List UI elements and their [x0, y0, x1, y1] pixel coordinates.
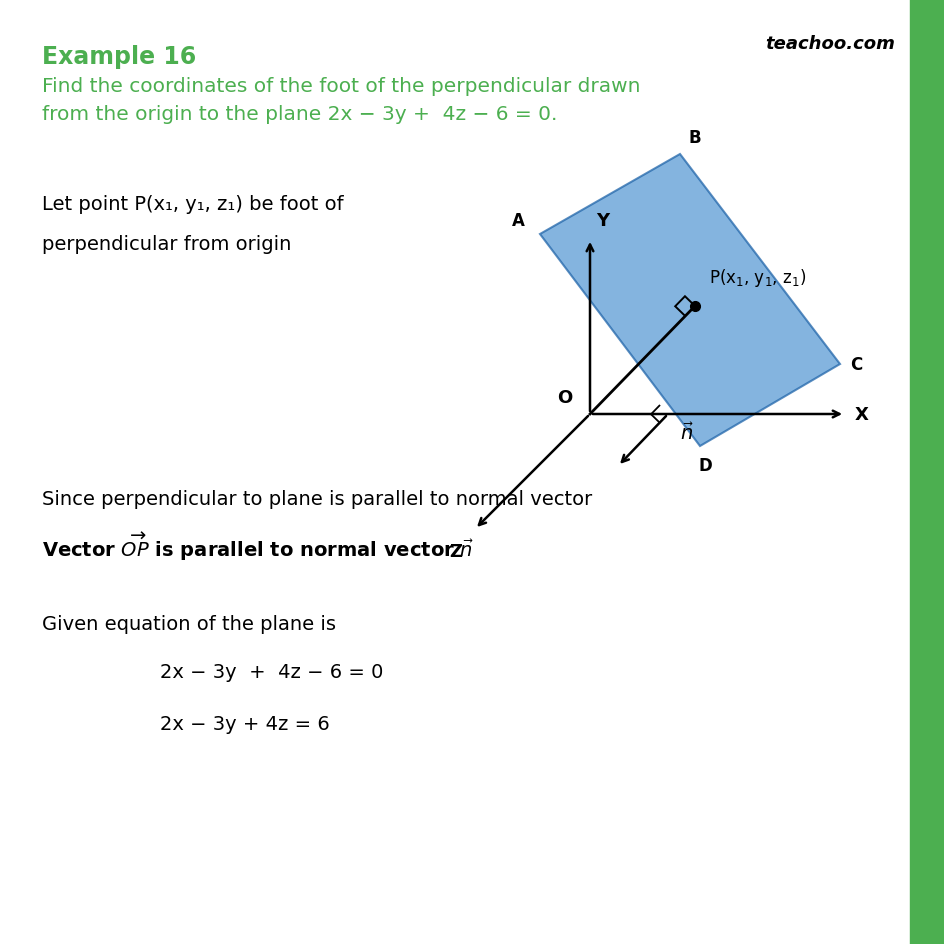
- Bar: [909, 0, 944, 944]
- Text: Find the coordinates of the foot of the perpendicular drawn: Find the coordinates of the foot of the …: [42, 76, 640, 96]
- Text: perpendicular from origin: perpendicular from origin: [42, 235, 291, 254]
- Text: Z: Z: [448, 543, 462, 561]
- Text: A: A: [512, 211, 525, 229]
- Text: Given equation of the plane is: Given equation of the plane is: [42, 615, 336, 633]
- Text: P(x$_1$, y$_1$, z$_1$): P(x$_1$, y$_1$, z$_1$): [708, 267, 805, 289]
- Text: from the origin to the plane 2x − 3y +  4z − 6 = 0.: from the origin to the plane 2x − 3y + 4…: [42, 105, 557, 124]
- Text: D: D: [698, 457, 711, 475]
- Text: C: C: [849, 356, 861, 374]
- Text: Since perpendicular to plane is parallel to normal vector: Since perpendicular to plane is parallel…: [42, 490, 592, 509]
- Text: 2x − 3y + 4z = 6: 2x − 3y + 4z = 6: [160, 715, 329, 733]
- Text: teachoo.com: teachoo.com: [765, 35, 894, 53]
- Text: 2x − 3y  +  4z − 6 = 0: 2x − 3y + 4z − 6 = 0: [160, 663, 383, 682]
- Text: X: X: [854, 406, 868, 424]
- Polygon shape: [539, 155, 839, 447]
- Text: B: B: [687, 129, 700, 147]
- Text: Let point P(x₁, y₁, z₁) be foot of: Let point P(x₁, y₁, z₁) be foot of: [42, 194, 344, 213]
- Text: Vector $\overrightarrow{OP}$ is parallel to normal vector $\vec{n}$: Vector $\overrightarrow{OP}$ is parallel…: [42, 530, 473, 562]
- Text: O: O: [556, 389, 571, 407]
- Text: $\vec{n}$: $\vec{n}$: [680, 423, 693, 444]
- Text: Y: Y: [596, 211, 609, 229]
- Text: Example 16: Example 16: [42, 45, 196, 69]
